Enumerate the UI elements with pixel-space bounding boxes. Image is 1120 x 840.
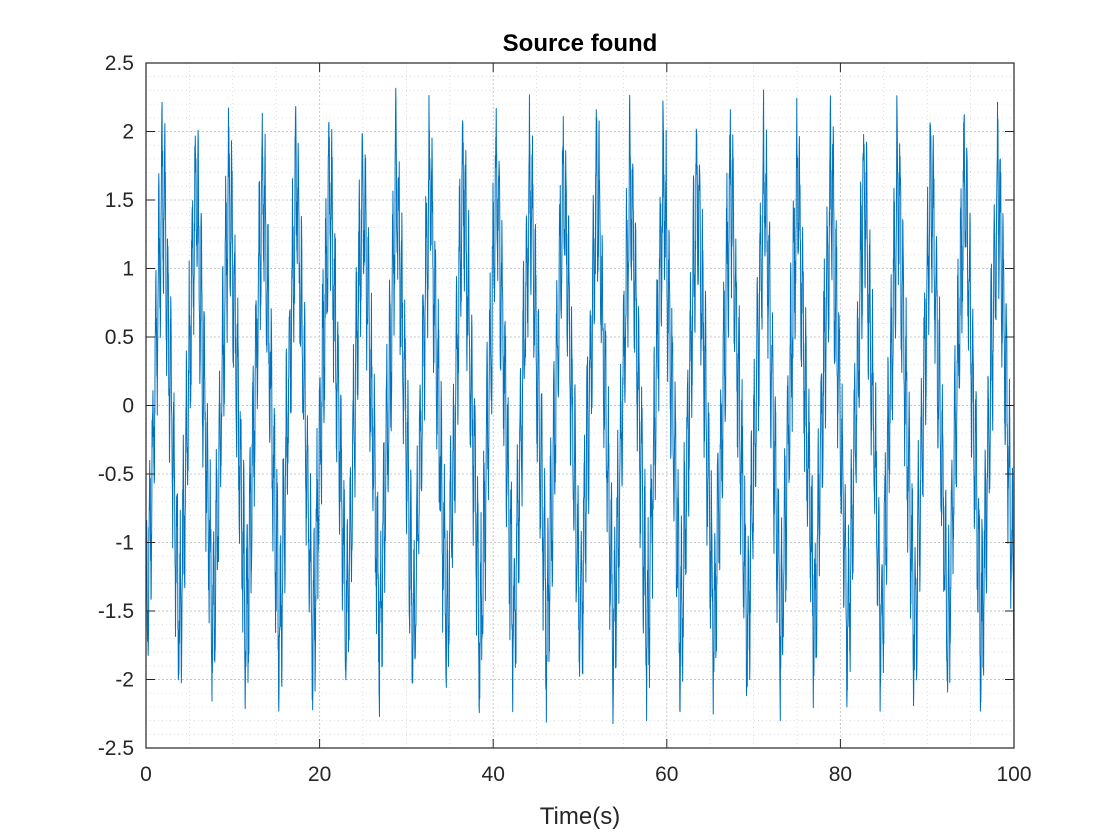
y-tick-label: 0.5 — [105, 326, 134, 349]
x-axis-label: Time(s) — [540, 803, 620, 830]
series-line-0 — [145, 87, 1015, 725]
y-tick-label: 2.5 — [105, 52, 134, 75]
y-tick-label: -1.5 — [98, 600, 134, 623]
y-tick-label: -0.5 — [98, 463, 134, 486]
y-tick-label: -1 — [115, 532, 134, 555]
x-tick-label: 40 — [482, 763, 505, 786]
x-tick-label: 80 — [829, 763, 852, 786]
x-axis: 0 20 40 60 80 100 — [140, 63, 1032, 786]
chart-title: Source found — [503, 30, 658, 57]
x-tick-label: 100 — [996, 763, 1031, 786]
y-tick-label: 1 — [122, 258, 134, 281]
series-layer — [145, 87, 1015, 725]
y-axis: -2.5 -2 -1.5 -1 -0.5 0 0.5 1 1.5 2 2.5 — [98, 52, 1014, 760]
x-tick-label: 0 — [140, 763, 152, 786]
y-tick-label: -2.5 — [98, 737, 134, 760]
y-tick-label: 2 — [122, 121, 134, 144]
y-tick-label: 0 — [122, 395, 134, 418]
x-tick-label: 60 — [655, 763, 678, 786]
x-tick-label: 20 — [308, 763, 331, 786]
y-tick-label: 1.5 — [105, 189, 134, 212]
y-tick-label: -2 — [115, 669, 134, 692]
